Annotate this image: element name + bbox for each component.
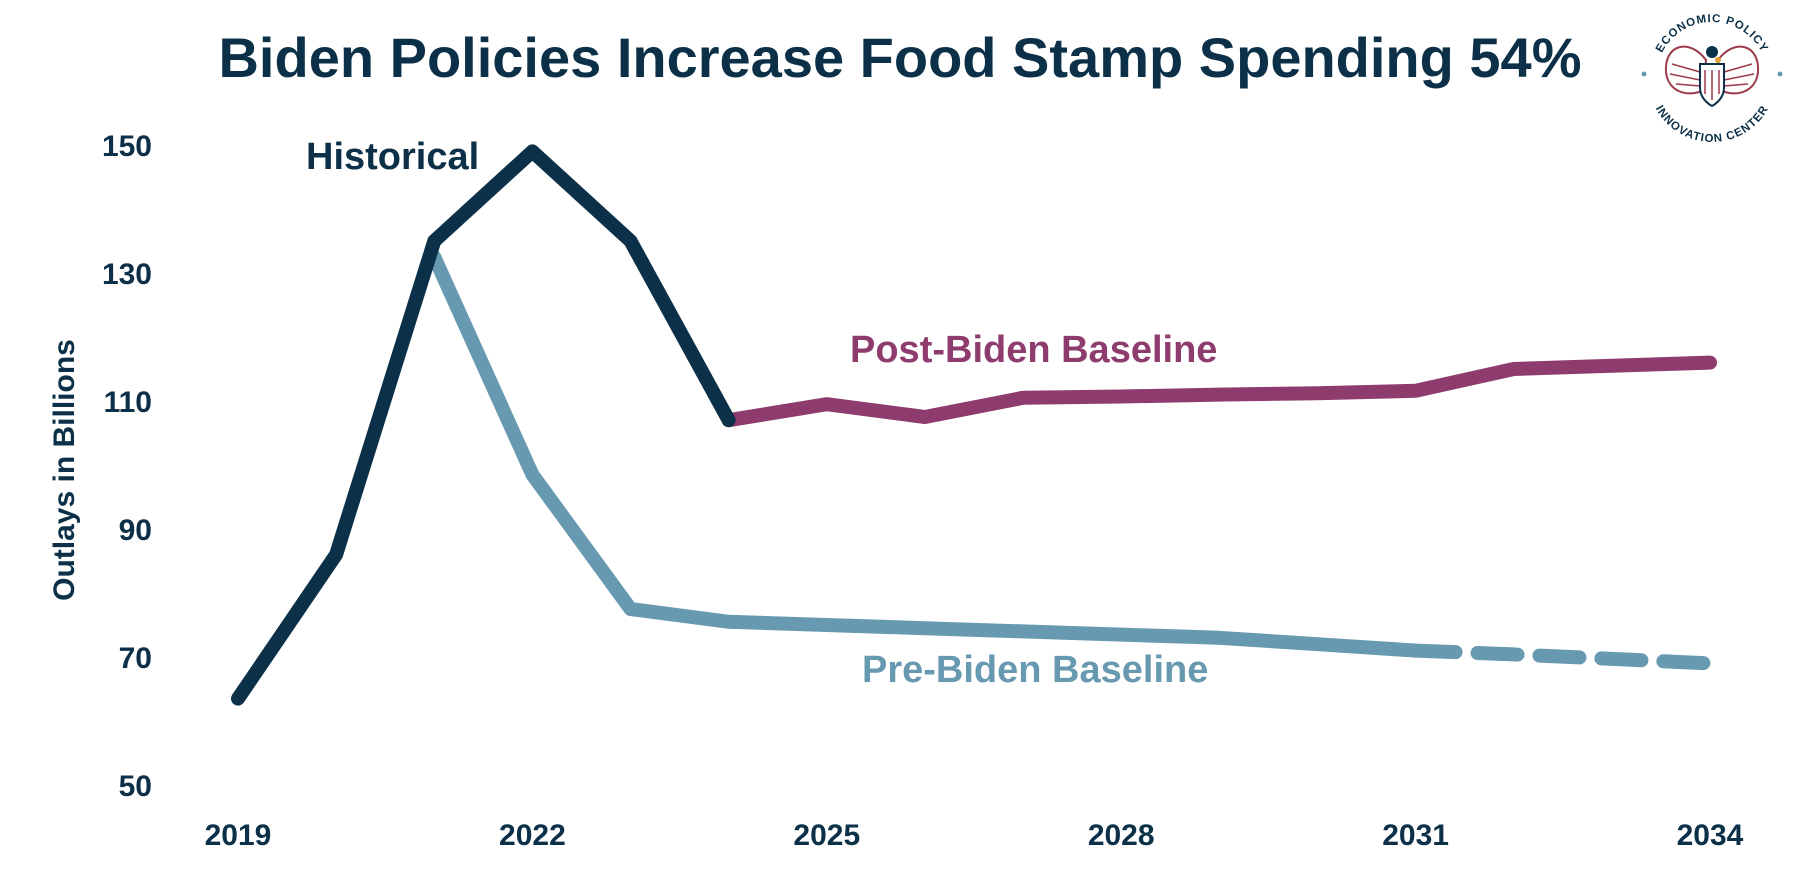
x-tick-label: 2019 [205, 819, 272, 852]
series-labels: Historical Post-Biden Baseline Pre-Biden B… [306, 136, 1217, 691]
y-axis-label: Outlays in Billions [48, 339, 81, 601]
y-tick-label: 130 [102, 258, 152, 291]
logo-text-bottom: INNOVATION CENTER [1653, 103, 1771, 145]
x-tick-label: 2031 [1382, 819, 1449, 852]
series-label-2: Pre-Biden Baseline [862, 649, 1208, 691]
eagle-seal-icon [1641, 45, 1783, 108]
x-tick-label: 2034 [1677, 819, 1744, 852]
logo-text-bottom-path: INNOVATION CENTER [1653, 103, 1770, 145]
y-tick-label: 70 [119, 642, 152, 675]
series-label-1: Post-Biden Baseline [850, 329, 1217, 371]
x-tick-label: 2028 [1088, 819, 1155, 852]
series-line-0 [231, 144, 736, 706]
x-axis-ticks: 2019 2022 2025 2028 2031 2034 [205, 819, 1744, 852]
series-line-2 [427, 250, 1423, 658]
y-tick-label: 150 [102, 130, 152, 163]
series-lines [231, 144, 1717, 706]
y-axis-ticks: 150 130 110 90 70 50 [102, 130, 152, 803]
series-projection-line-2 [1408, 643, 1717, 671]
economic-policy-innovation-center-logo: ECONOMIC POLICY INNOVATION CENTER [1641, 13, 1783, 145]
x-tick-label: 2022 [499, 819, 566, 852]
series-label-0: Historical [306, 136, 479, 178]
x-tick-label: 2025 [793, 819, 860, 852]
chart-title: Biden Policies Increase Food Stamp Spend… [218, 26, 1581, 89]
y-tick-label: 50 [119, 770, 152, 803]
y-tick-label: 90 [119, 514, 152, 547]
y-tick-label: 110 [104, 386, 152, 419]
series-line-1 [721, 355, 1717, 428]
